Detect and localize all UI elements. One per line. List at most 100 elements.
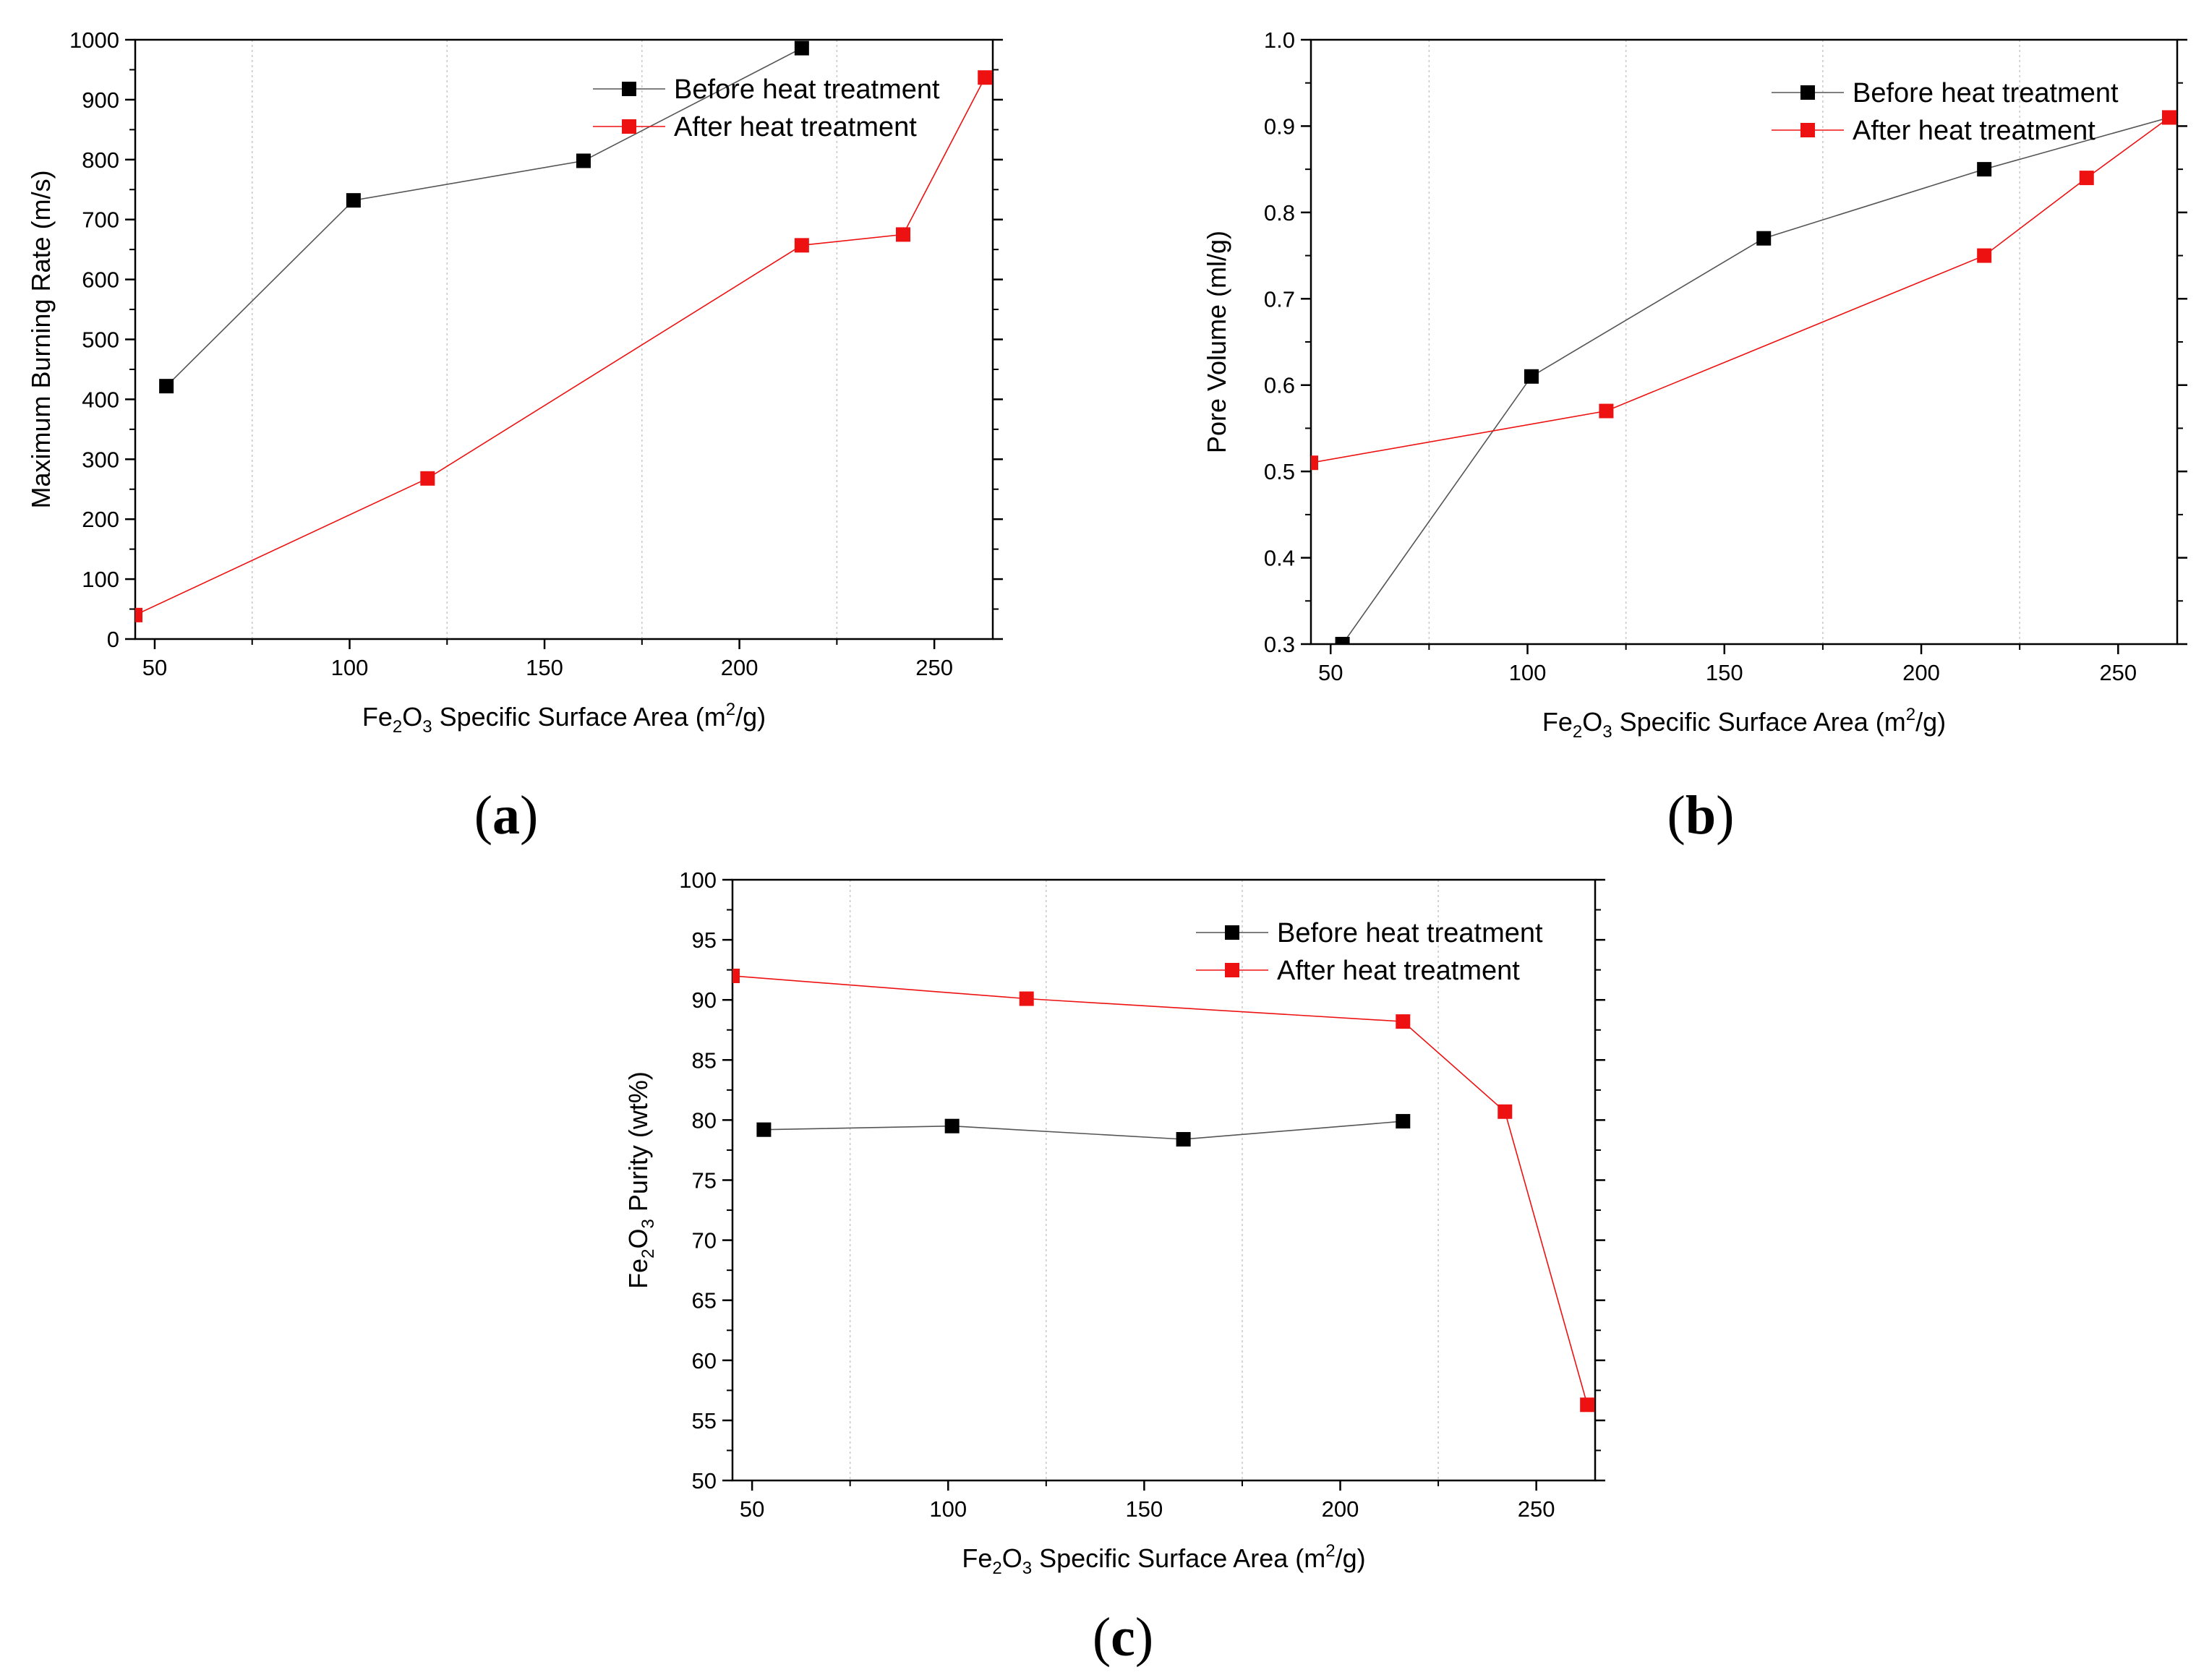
y-tick-label: 85 [692,1047,717,1073]
x-tick-label: 250 [1518,1496,1555,1522]
data-point-before [1756,231,1772,246]
y-tick-label: 500 [82,327,119,353]
x-tick-label: 50 [1318,660,1343,685]
series-line-after [135,77,986,616]
x-axis-title: Fe2O3 Specific Surface Area (m2/g) [962,1541,1365,1578]
y-tick-label: 70 [692,1228,717,1253]
data-point-after [896,227,911,242]
y-tick-label: 600 [82,267,119,293]
x-tick-label: 250 [2099,660,2137,685]
x-axis-title: Fe2O3 Specific Surface Area (m2/g) [362,700,766,737]
series-line-before [1341,116,2170,644]
data-point-before [1176,1131,1191,1147]
series-line-after [1311,116,2170,463]
x-tick-label: 50 [142,655,167,680]
data-point-after [732,968,740,983]
chart-panel-a: 50 100 150 200 250 0 100 200 300 400 500 600 700 800 9… [26,27,1003,846]
y-tick-label: 55 [692,1408,717,1433]
y-tick-label: 0.8 [1264,200,1295,226]
legend-marker [1800,123,1815,137]
x-tick-label: 100 [1509,660,1547,685]
data-point-after [1580,1397,1595,1413]
legend-marker [622,119,636,134]
legend-label: After heat treatment [1853,116,2095,146]
y-tick-label: 100 [82,567,119,592]
data-point-before [159,379,174,394]
y-tick-label: 900 [82,87,119,113]
data-point-after [1599,403,1614,419]
x-tick-label: 50 [740,1496,764,1522]
series-line-after [732,975,1588,1405]
y-axis-title: Maximum Burning Rate (m/s) [26,170,56,508]
data-point-after [2079,171,2094,186]
y-tick-label: 65 [692,1288,717,1313]
data-point-after [1498,1104,1513,1119]
data-point-after [978,70,993,85]
y-tick-label: 700 [82,207,119,233]
legend-marker [1225,925,1239,940]
y-tick-label: 90 [692,987,717,1013]
y-tick-label: 0.7 [1264,286,1295,312]
chart-panel-c: 50 100 150 200 250 50 55 60 65 70 75 80 85 90 95 100 Fe2… [623,867,1605,1668]
legend-label: After heat treatment [674,112,917,142]
data-point-after [1396,1014,1411,1029]
y-tick-label: 0.5 [1264,459,1295,484]
data-point-after [1977,248,1992,263]
y-tick-label: 0 [107,627,119,652]
y-tick-label: 0.4 [1264,546,1295,571]
legend-label: Before heat treatment [1853,78,2119,108]
data-point-before [1977,162,1992,177]
data-point-before [576,153,591,168]
data-point-before [346,193,361,208]
data-point-before [794,40,809,56]
y-tick-label: 0.6 [1264,373,1295,398]
y-tick-label: 75 [692,1168,717,1193]
legend-marker [1800,85,1815,100]
x-tick-label: 150 [1706,660,1743,685]
legend-label: Before heat treatment [674,74,940,105]
data-point-after [135,607,142,622]
y-tick-label: 300 [82,447,119,472]
plot-area [135,40,993,622]
y-tick-label: 400 [82,387,119,412]
y-axis-title: Fe2O3 Purity (wt%) [623,1071,658,1289]
series-line-before [764,1120,1404,1140]
y-tick-label: 50 [692,1468,717,1493]
series-line-before [166,47,803,387]
plot-area [732,968,1595,1413]
data-point-before [1524,369,1539,384]
y-tick-label: 95 [692,927,717,953]
data-point-before [756,1122,772,1137]
legend-marker [622,82,636,96]
panel-label: (b) [1667,785,1735,846]
legend-marker [1225,963,1239,977]
y-tick-label: 200 [82,507,119,532]
y-tick-label: 100 [679,867,717,893]
y-tick-label: 1000 [69,27,119,53]
panel-label: (c) [1093,1607,1153,1668]
data-point-before [944,1118,960,1133]
x-tick-label: 150 [1126,1496,1163,1522]
x-tick-label: 200 [1902,660,1940,685]
data-point-after [794,238,809,253]
y-tick-label: 60 [692,1348,717,1373]
data-point-after [1311,455,1318,471]
x-tick-label: 100 [929,1496,967,1522]
y-tick-label: 1.0 [1264,27,1295,53]
data-point-after [420,471,435,486]
x-tick-label: 200 [1322,1496,1359,1522]
chart-panel-b: 50 100 150 200 250 0.3 0.4 0.5 0.6 0.7 0.8 0.9 1.0 Fe… [1202,27,2187,846]
x-tick-label: 250 [915,655,953,680]
x-tick-label: 200 [721,655,759,680]
data-point-before [1335,637,1350,644]
data-point-after [2162,110,2177,125]
x-axis-title: Fe2O3 Specific Surface Area (m2/g) [1542,705,1946,742]
y-axis-title: Pore Volume (ml/g) [1202,231,1231,453]
y-tick-label: 80 [692,1107,717,1133]
y-tick-label: 800 [82,147,119,173]
panel-label: (a) [474,785,539,846]
y-tick-label: 0.3 [1264,632,1295,657]
y-tick-label: 0.9 [1264,113,1295,139]
data-point-after [1019,991,1034,1006]
